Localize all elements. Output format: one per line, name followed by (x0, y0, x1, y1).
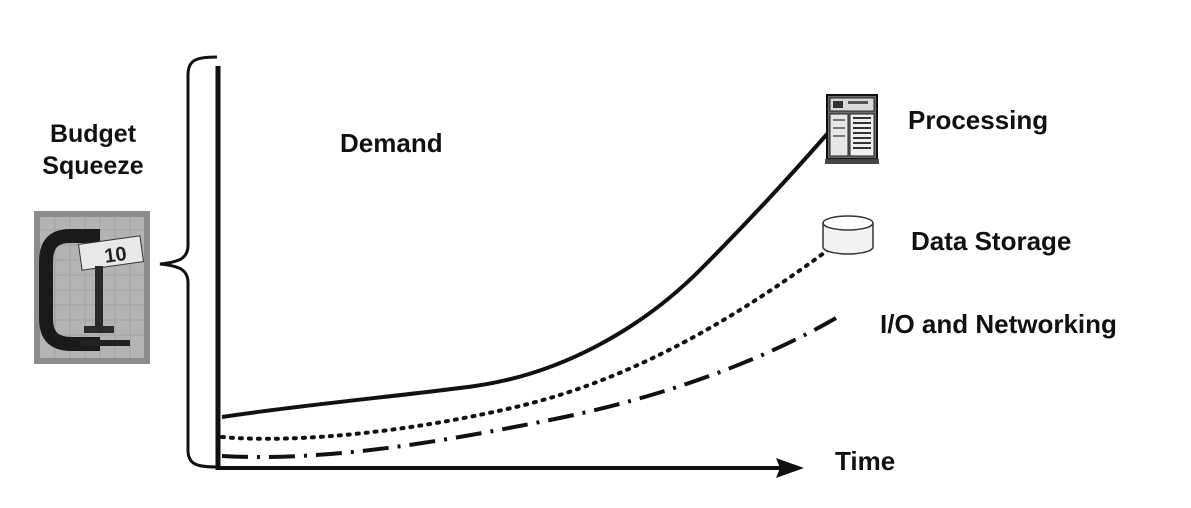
c-clamp-squeezing-money-icon: 10 (34, 211, 150, 364)
data-storage-label: Data Storage (911, 226, 1072, 256)
budget-bracket (159, 55, 218, 469)
io-networking-curve (221, 316, 838, 459)
processing-curve (221, 131, 830, 419)
demand-axis-label: Demand (340, 128, 443, 158)
server-icon (825, 94, 879, 164)
budget-squeeze-label: Budget Squeeze (18, 118, 168, 182)
processing-label: Processing (908, 105, 1049, 135)
time-axis-arrowhead (776, 458, 804, 478)
database-cylinder-icon (822, 215, 874, 255)
data-storage-curve (220, 248, 830, 441)
time-axis-label: Time (835, 446, 896, 476)
budget-label-line2: Squeeze (42, 152, 144, 180)
budget-label-line1: Budget (49, 120, 137, 148)
io-networking-label: I/O and Networking (880, 309, 1117, 339)
svg-text:10: 10 (103, 243, 128, 268)
